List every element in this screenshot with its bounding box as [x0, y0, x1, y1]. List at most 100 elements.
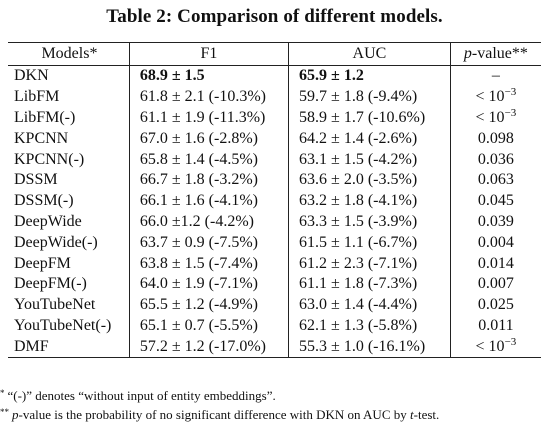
cell-model: LibFM(-) — [14, 108, 76, 126]
footnote-2-p: p — [12, 407, 19, 422]
cell-auc: 61.5 ± 1.1 (-6.7%) — [288, 232, 451, 254]
footnote-2-t: t — [410, 407, 414, 422]
cell-model: DSSM — [14, 171, 58, 189]
cell-f1: 65.8 ± 1.4 (-4.5%) — [128, 149, 289, 170]
footnote-1-text: “(-)” denotes “without input of entity e… — [7, 388, 276, 403]
cell-p-value: – — [449, 65, 541, 87]
p-value-exponent: −3 — [504, 86, 517, 99]
footnote-2: ** p-value is the probability of no signi… — [0, 405, 549, 424]
cell-p-value: 0.098 — [449, 128, 541, 150]
header-p-letter: p — [463, 45, 472, 62]
cell-model: DeepWide(-) — [14, 233, 98, 251]
cell-f1: 61.8 ± 2.1 (-10.3%) — [128, 86, 289, 108]
cell-model: KPCNN(-) — [14, 150, 85, 168]
cell-model: YouTubeNet — [14, 296, 96, 314]
cell-auc: 63.6 ± 2.0 (-3.5%) — [288, 169, 451, 191]
cell-f1: 66.1 ± 1.6 (-4.1%) — [128, 190, 289, 212]
header-auc: AUC — [288, 42, 451, 66]
header-row: Models* F1 AUC p-value** — [8, 42, 541, 66]
p-value-base: 0.039 — [477, 212, 514, 230]
cell-auc: 58.9 ± 1.7 (-10.6%) — [288, 107, 451, 129]
header-p-suffix: -value** — [471, 45, 528, 62]
cell-p-value: < 10−3 — [449, 86, 541, 108]
cell-model: DMF — [8, 336, 130, 359]
table-row: LibFM(-) 61.1 ± 1.9 (-11.3%) 58.9 ± 1.7 (-… — [8, 106, 541, 129]
p-value-base: 0.007 — [477, 275, 514, 293]
table-row: DMF 57.2 ± 1.2 (-17.0%) 55.3 ± 1.0 (-16.1%… — [8, 335, 541, 359]
cell-auc: 63.0 ± 1.4 (-4.4%) — [288, 294, 451, 316]
p-value-base: 0.004 — [477, 233, 514, 251]
p-value-base: 0.036 — [477, 150, 514, 168]
cell-f1: 65.5 ± 1.2 (-4.9%) — [128, 294, 289, 316]
cell-f1: 68.9 ± 1.5 — [128, 65, 289, 87]
cell-auc: 64.2 ± 1.4 (-2.6%) — [288, 128, 451, 150]
table-row: DeepFM 63.8 ± 1.5 (-7.4%) 61.2 ± 2.3 (-7.1… — [8, 253, 541, 274]
cell-p-value: 0.004 — [449, 232, 541, 254]
cell-f1: 61.1 ± 1.9 (-11.3%) — [128, 107, 289, 129]
p-value-base: 0.011 — [478, 316, 514, 334]
cell-auc: 61.1 ± 1.8 (-7.3%) — [288, 273, 451, 295]
cell-model: LibFM — [14, 88, 60, 106]
p-value-base: 0.045 — [477, 192, 514, 210]
cell-auc: 61.2 ± 2.3 (-7.1%) — [288, 253, 451, 274]
p-value-base: – — [491, 67, 500, 85]
cell-model: DeepFM — [14, 254, 71, 272]
cell-p-value: 0.045 — [449, 190, 541, 212]
cell-p-value: 0.014 — [449, 253, 541, 274]
table-row: DSSM 66.7 ± 1.8 (-3.2%) 63.6 ± 2.0 (-3.5%)… — [8, 169, 541, 191]
cell-f1: 63.8 ± 1.5 (-7.4%) — [128, 253, 289, 274]
cell-p-value: 0.011 — [449, 315, 541, 337]
cell-p-value: 0.025 — [449, 294, 541, 316]
p-value-base: 0.014 — [477, 254, 514, 272]
cell-auc: 63.3 ± 1.5 (-3.9%) — [288, 211, 451, 233]
p-value-base: < 10 — [475, 337, 505, 355]
cell-auc: 59.7 ± 1.8 (-9.4%) — [288, 86, 451, 108]
cell-p-value: 0.039 — [449, 211, 541, 233]
cell-model: DeepFM(-) — [14, 275, 87, 293]
cell-f1: 63.7 ± 0.9 (-7.5%) — [128, 232, 289, 254]
cell-model: DeepWide — [14, 212, 82, 230]
p-value-base: 0.098 — [477, 129, 514, 147]
table-row: YouTubeNet(-) 65.1 ± 0.7 (-5.5%) 62.1 ± 1.… — [8, 315, 541, 337]
cell-auc: 65.9 ± 1.2 — [288, 65, 451, 87]
p-value-base: < 10 — [475, 108, 505, 126]
p-value-base: 0.063 — [477, 171, 514, 189]
footnote-1: * “(-)” denotes “without input of entity … — [0, 386, 549, 405]
table-row: DeepWide 66.0 ±1.2 (-4.2%) 63.3 ± 1.5 (-3.… — [8, 211, 541, 233]
footnote-2-end: -test. — [413, 407, 440, 422]
footnote-2-text: -value is the probability of no signific… — [18, 407, 410, 422]
table-row: DeepWide(-) 63.7 ± 0.9 (-7.5%) 61.5 ± 1.1 … — [8, 232, 541, 254]
cell-model: YouTubeNet(-) — [14, 316, 112, 334]
p-value-base: 0.025 — [477, 296, 514, 314]
cell-p-value: 0.007 — [449, 273, 541, 295]
cell-auc: 63.1 ± 1.5 (-4.2%) — [288, 149, 451, 170]
cell-model: KPCNN — [14, 129, 69, 147]
footnotes: * “(-)” denotes “without input of entity … — [0, 386, 549, 424]
cell-auc: 63.2 ± 1.8 (-4.1%) — [288, 190, 451, 212]
cell-p-value: < 10−3 — [449, 335, 541, 359]
cell-f1: 67.0 ± 1.6 (-2.8%) — [128, 128, 289, 150]
table-row: DeepFM(-) 64.0 ± 1.9 (-7.1%) 61.1 ± 1.8 (-… — [8, 273, 541, 295]
cell-model: DSSM(-) — [14, 192, 74, 210]
footnote-2-mark: ** — [0, 407, 9, 417]
cell-f1: 65.1 ± 0.7 (-5.5%) — [128, 315, 289, 337]
table-row: DKN 68.9 ± 1.5 65.9 ± 1.2 – — [8, 65, 541, 87]
table-row: KPCNN 67.0 ± 1.6 (-2.8%) 64.2 ± 1.4 (-2.6%… — [8, 128, 541, 150]
cell-auc: 55.3 ± 1.0 (-16.1%) — [288, 336, 451, 359]
cell-f1: 57.2 ± 1.2 (-17.0%) — [128, 336, 289, 359]
table-row: DSSM(-) 66.1 ± 1.6 (-4.1%) 63.2 ± 1.8 (-4.… — [8, 190, 541, 212]
cell-p-value: 0.036 — [449, 149, 541, 170]
header-models: Models* — [8, 42, 130, 66]
header-f1: F1 — [128, 42, 289, 66]
cell-model: DKN — [14, 67, 49, 85]
cell-auc: 62.1 ± 1.3 (-5.8%) — [288, 315, 451, 337]
p-value-exponent: −3 — [504, 335, 517, 348]
table-row: YouTubeNet 65.5 ± 1.2 (-4.9%) 63.0 ± 1.4 (… — [8, 294, 541, 316]
table-body: DKN 68.9 ± 1.5 65.9 ± 1.2 – LibFM 61.8 ± 2.1 … — [8, 65, 541, 359]
header-p-value: p-value** — [449, 42, 541, 66]
p-value-exponent: −3 — [504, 106, 517, 119]
table-row: KPCNN(-) 65.8 ± 1.4 (-4.5%) 63.1 ± 1.5 (-4… — [8, 149, 541, 170]
cell-f1: 66.0 ±1.2 (-4.2%) — [128, 211, 289, 233]
footnote-1-mark: * — [0, 388, 5, 398]
table-row: LibFM 61.8 ± 2.1 (-10.3%) 59.7 ± 1.8 (-9.4… — [8, 87, 541, 108]
